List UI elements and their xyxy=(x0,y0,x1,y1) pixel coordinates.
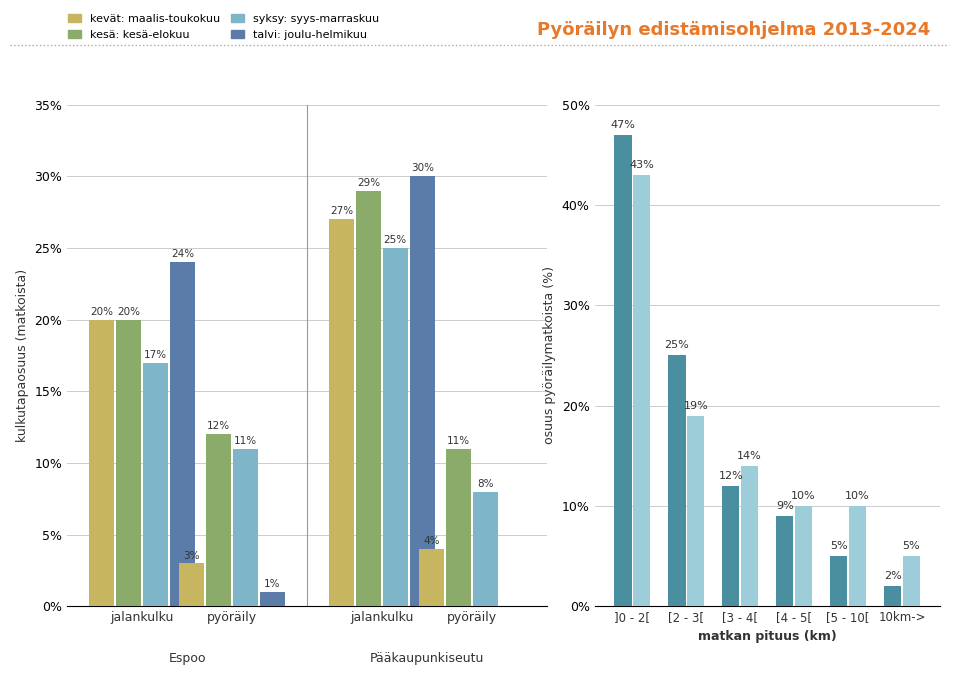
Bar xyxy=(143,362,168,606)
Text: 10%: 10% xyxy=(791,491,816,501)
Text: 24%: 24% xyxy=(171,250,194,259)
Text: 27%: 27% xyxy=(330,206,353,216)
Text: 12%: 12% xyxy=(207,422,230,431)
Bar xyxy=(884,586,901,606)
Bar xyxy=(633,175,650,606)
Text: 17%: 17% xyxy=(144,350,167,360)
Bar xyxy=(89,320,114,606)
Text: 5%: 5% xyxy=(830,541,848,551)
Bar xyxy=(722,486,739,606)
X-axis label: matkan pituus (km): matkan pituus (km) xyxy=(698,630,836,643)
Bar xyxy=(170,262,195,606)
Text: 2%: 2% xyxy=(884,572,901,581)
Y-axis label: kulkutapaosuus (matkoista): kulkutapaosuus (matkoista) xyxy=(16,269,29,442)
Text: 8%: 8% xyxy=(477,479,494,489)
Text: 30%: 30% xyxy=(410,163,433,174)
Bar xyxy=(776,516,793,606)
Text: 5%: 5% xyxy=(902,541,921,551)
Bar xyxy=(233,449,258,606)
Text: 11%: 11% xyxy=(234,436,257,446)
Bar xyxy=(668,355,686,606)
Bar xyxy=(902,556,921,606)
Bar xyxy=(614,135,632,606)
Bar xyxy=(687,415,705,606)
Y-axis label: osuus pyöräilymatkoista (%): osuus pyöräilymatkoista (%) xyxy=(543,266,556,445)
Bar xyxy=(383,248,408,606)
Text: 4%: 4% xyxy=(423,536,439,546)
Text: Pääkaupunkiseutu: Pääkaupunkiseutu xyxy=(369,652,484,664)
Bar xyxy=(830,556,848,606)
Bar xyxy=(795,506,812,606)
Text: 19%: 19% xyxy=(684,401,708,411)
Bar xyxy=(473,491,498,606)
Bar xyxy=(329,220,354,606)
Bar xyxy=(116,320,141,606)
Text: 10%: 10% xyxy=(845,491,870,501)
Text: Espoo: Espoo xyxy=(168,652,206,664)
Text: 20%: 20% xyxy=(117,307,140,316)
Bar xyxy=(356,190,381,606)
Text: 9%: 9% xyxy=(776,501,794,511)
Text: 14%: 14% xyxy=(737,451,762,461)
Text: 43%: 43% xyxy=(629,160,654,170)
Bar xyxy=(206,434,231,606)
Bar xyxy=(409,176,434,606)
Text: 20%: 20% xyxy=(90,307,113,316)
Bar xyxy=(179,563,204,606)
Text: 29%: 29% xyxy=(357,178,380,187)
Text: 25%: 25% xyxy=(665,340,690,351)
Bar xyxy=(741,466,759,606)
Text: 12%: 12% xyxy=(718,471,743,481)
Text: Pyöräilyn edistämisohjelma 2013-2024: Pyöräilyn edistämisohjelma 2013-2024 xyxy=(537,21,930,39)
Bar xyxy=(849,506,866,606)
Text: 11%: 11% xyxy=(447,436,470,446)
Text: 1%: 1% xyxy=(264,579,281,589)
Text: 47%: 47% xyxy=(611,120,636,130)
Text: 25%: 25% xyxy=(384,235,407,245)
Bar xyxy=(446,449,471,606)
Bar xyxy=(419,549,444,606)
Text: 3%: 3% xyxy=(183,551,199,560)
Bar xyxy=(260,592,285,606)
Legend: kevät: maalis-toukokuu, kesä: kesä-elokuu, syksy: syys-marraskuu, talvi: joulu-h: kevät: maalis-toukokuu, kesä: kesä-eloku… xyxy=(63,10,384,44)
